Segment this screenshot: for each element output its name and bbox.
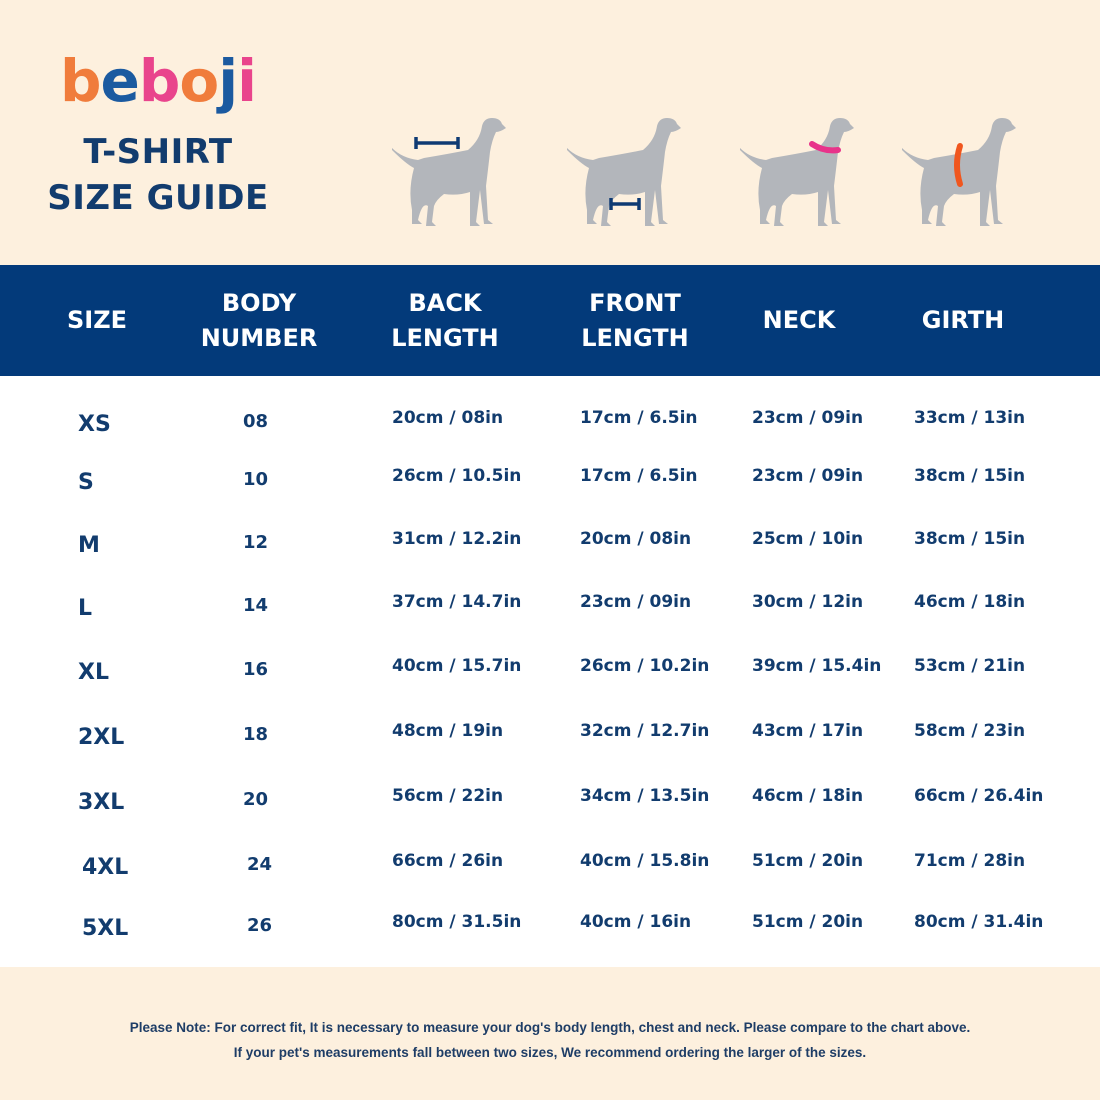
- back-length-cell: 26cm / 10.5in: [392, 466, 522, 486]
- back-length-dog-icon: [392, 118, 506, 226]
- size-cell: 2XL: [78, 725, 125, 750]
- front-length-cell: 32cm / 12.7in: [580, 721, 710, 741]
- neck-cell: 51cm / 20in: [752, 912, 864, 932]
- girth-cell: 71cm / 28in: [914, 851, 1026, 871]
- front-length-cell: 17cm / 6.5in: [580, 408, 698, 428]
- neck-cell: 23cm / 09in: [752, 466, 864, 486]
- front-length-cell: 23cm / 09in: [580, 592, 692, 612]
- girth-cell: 58cm / 23in: [914, 721, 1026, 741]
- logo-letter: o: [179, 47, 219, 115]
- front-length-cell: 17cm / 6.5in: [580, 466, 698, 486]
- front-length-cell: 40cm / 15.8in: [580, 851, 710, 871]
- girth-cell: 33cm / 13in: [914, 408, 1026, 428]
- front-length-cell: 26cm / 10.2in: [580, 656, 710, 676]
- body-number-cell: 26: [247, 915, 273, 936]
- logo-letter: b: [60, 47, 102, 115]
- footer: Please Note: For correct fit, It is nece…: [0, 967, 1100, 1100]
- neck-cell: 39cm / 15.4in: [752, 656, 882, 676]
- back-length-cell: 48cm / 19in: [392, 721, 504, 741]
- neck-cell: 23cm / 09in: [752, 408, 864, 428]
- girth-cell: 80cm / 31.4in: [914, 912, 1044, 932]
- table-header: SIZE BODY NUMBER BACK LENGTH FRONT LENGT…: [0, 265, 1100, 376]
- logo-letter: j: [218, 47, 238, 115]
- header-back-length: BACK LENGTH: [391, 288, 499, 352]
- girth-cell: 66cm / 26.4in: [914, 786, 1044, 806]
- body-number-cell: 16: [243, 659, 269, 680]
- size-cell: XL: [78, 660, 109, 685]
- header-size: SIZE: [66, 306, 127, 334]
- size-cell: XS: [78, 412, 111, 437]
- body-number-cell: 08: [243, 411, 269, 432]
- neck-cell: 25cm / 10in: [752, 529, 864, 549]
- logo-letter: i: [237, 47, 257, 115]
- girth-cell: 53cm / 21in: [914, 656, 1026, 676]
- front-length-cell: 20cm / 08in: [580, 529, 692, 549]
- logo-letter: e: [100, 47, 140, 115]
- body-number-cell: 20: [243, 789, 269, 810]
- logo-letter: b: [138, 47, 181, 115]
- header-girth: GIRTH: [921, 306, 1005, 334]
- neck-cell: 51cm / 20in: [752, 851, 864, 871]
- girth-cell: 46cm / 18in: [914, 592, 1026, 612]
- body-number-cell: 24: [247, 854, 273, 875]
- body-number-cell: 14: [243, 595, 269, 616]
- note-line-2: If your pet's measurements fall between …: [233, 1045, 867, 1060]
- back-length-cell: 80cm / 31.5in: [392, 912, 522, 932]
- neck-cell: 46cm / 18in: [752, 786, 864, 806]
- header-front-length: FRONT LENGTH: [581, 288, 689, 352]
- size-cell: L: [78, 596, 93, 621]
- front-length-cell: 40cm / 16in: [580, 912, 692, 932]
- girth-cell: 38cm / 15in: [914, 529, 1026, 549]
- note-line-1: Please Note: For correct fit, It is nece…: [129, 1020, 971, 1035]
- girth-dog-icon: [902, 118, 1016, 226]
- size-cell: S: [78, 470, 94, 495]
- page-title-line1: T-SHIRT: [83, 132, 233, 172]
- front-length-dog-icon: [567, 118, 681, 226]
- back-length-cell: 37cm / 14.7in: [392, 592, 522, 612]
- size-cell: 4XL: [82, 855, 129, 880]
- neck-cell: 30cm / 12in: [752, 592, 864, 612]
- size-table: XS 08 20cm / 08in 17cm / 6.5in 23cm / 09in 33…: [0, 376, 1100, 967]
- brand-logo: beboji: [60, 52, 257, 110]
- page-title-line2: SIZE GUIDE: [47, 178, 269, 218]
- body-number-cell: 10: [243, 469, 269, 490]
- header-body-number: BODY NUMBER: [200, 288, 318, 352]
- front-length-cell: 34cm / 13.5in: [580, 786, 710, 806]
- size-cell: 3XL: [78, 790, 125, 815]
- back-length-cell: 20cm / 08in: [392, 408, 504, 428]
- size-cell: M: [78, 533, 100, 558]
- size-cell: 5XL: [82, 916, 129, 941]
- top-banner: beboji T-SHIRT SIZE GUIDE: [0, 0, 1100, 265]
- girth-cell: 38cm / 15in: [914, 466, 1026, 486]
- back-length-cell: 66cm / 26in: [392, 851, 504, 871]
- body-number-cell: 12: [243, 532, 269, 553]
- back-length-cell: 40cm / 15.7in: [392, 656, 522, 676]
- body-number-cell: 18: [243, 724, 269, 745]
- back-length-cell: 31cm / 12.2in: [392, 529, 522, 549]
- neck-cell: 43cm / 17in: [752, 721, 864, 741]
- header-neck: NECK: [762, 306, 836, 334]
- neck-dog-icon: [740, 118, 854, 226]
- back-length-cell: 56cm / 22in: [392, 786, 504, 806]
